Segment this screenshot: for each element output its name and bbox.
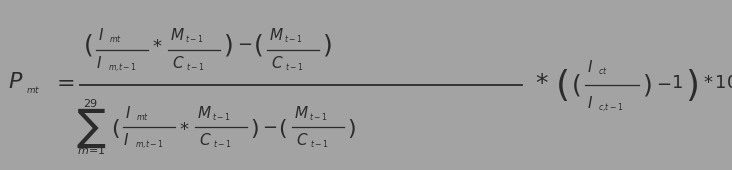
Text: $_{t-1}$: $_{t-1}$: [285, 62, 304, 74]
Text: $)$: $)$: [322, 32, 332, 58]
Text: $($: $($: [253, 32, 263, 58]
Text: $29$: $29$: [83, 97, 99, 109]
Text: $)$: $)$: [347, 116, 356, 140]
Text: $*$: $*$: [179, 119, 190, 137]
Text: $)$: $)$: [250, 116, 258, 140]
Text: $\sum$: $\sum$: [76, 106, 106, 150]
Text: $*$: $*$: [152, 36, 163, 54]
Text: $_{m\mathregular{,}t-1}$: $_{m\mathregular{,}t-1}$: [135, 139, 164, 151]
Text: $_{mt}$: $_{mt}$: [26, 83, 40, 97]
Text: $M$: $M$: [294, 105, 309, 121]
Text: $_{t-1}$: $_{t-1}$: [186, 62, 205, 74]
Text: $C$: $C$: [296, 132, 309, 148]
Text: $_{t-1}$: $_{t-1}$: [310, 139, 329, 151]
Text: $I$: $I$: [125, 105, 131, 121]
Text: $)$: $)$: [223, 32, 233, 58]
Text: $_{mt}$: $_{mt}$: [136, 112, 149, 124]
Text: $M$: $M$: [170, 27, 184, 43]
Text: $m\!=\!1$: $m\!=\!1$: [77, 144, 105, 156]
Text: $M$: $M$: [197, 105, 212, 121]
Text: $P$: $P$: [8, 71, 23, 93]
Text: $_{m\mathregular{,}t-1}$: $_{m\mathregular{,}t-1}$: [108, 62, 137, 74]
Text: $-$: $-$: [656, 74, 671, 92]
Text: $I$: $I$: [98, 27, 104, 43]
Text: $($: $($: [555, 67, 568, 103]
Text: $C$: $C$: [271, 55, 283, 71]
Text: $($: $($: [111, 116, 120, 140]
Text: $C$: $C$: [172, 55, 184, 71]
Text: $C$: $C$: [199, 132, 212, 148]
Text: $1$: $1$: [671, 74, 683, 92]
Text: $I$: $I$: [587, 59, 593, 75]
Text: $_{ct}$: $_{ct}$: [598, 66, 608, 78]
Text: $)$: $)$: [685, 67, 698, 103]
Text: $_{t-1}$: $_{t-1}$: [213, 139, 232, 151]
Text: $I$: $I$: [123, 132, 129, 148]
Text: $-$: $-$: [262, 117, 277, 135]
Text: $_{t-1}$: $_{t-1}$: [185, 34, 204, 46]
Text: $_{t-1}$: $_{t-1}$: [212, 112, 231, 124]
Text: $($: $($: [278, 116, 287, 140]
Text: $_{t-1}$: $_{t-1}$: [284, 34, 303, 46]
Text: $*$: $*$: [535, 72, 549, 95]
Text: $($: $($: [571, 72, 580, 98]
Text: $)$: $)$: [642, 72, 651, 98]
Text: $($: $($: [83, 32, 93, 58]
Text: $M$: $M$: [269, 27, 284, 43]
Text: $_{c\mathregular{,}t-1}$: $_{c\mathregular{,}t-1}$: [598, 102, 624, 114]
Text: $-$: $-$: [237, 34, 252, 52]
Text: $=$: $=$: [52, 71, 75, 93]
Text: $_{mt}$: $_{mt}$: [109, 34, 122, 46]
Text: $_{t-1}$: $_{t-1}$: [309, 112, 328, 124]
Text: $I$: $I$: [96, 55, 102, 71]
Text: $*\,100$: $*\,100$: [703, 74, 732, 92]
Text: $I$: $I$: [587, 95, 593, 111]
